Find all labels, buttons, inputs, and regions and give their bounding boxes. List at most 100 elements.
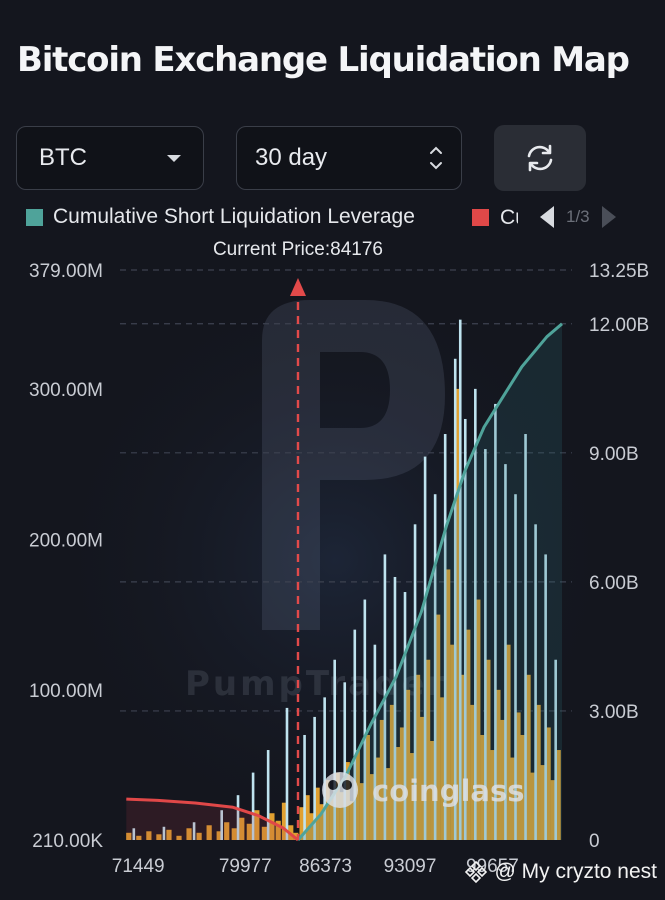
bar-orange [281, 802, 288, 840]
bar-orange [419, 716, 426, 840]
triangle-right-icon[interactable] [600, 204, 618, 230]
x-axis-tick-label: 93097 [384, 856, 437, 877]
coinglass-watermark: coinglass [322, 772, 525, 808]
bar-light-blue [433, 494, 437, 840]
bar-orange [525, 674, 531, 840]
legend-label-long: Cu [500, 206, 518, 229]
asset-select[interactable]: BTC [16, 126, 204, 190]
bar-orange [445, 569, 451, 840]
period-select-value: 30 day [255, 144, 328, 171]
bar-light-blue [333, 659, 336, 840]
right-axis-tick-label: 9.00B [589, 444, 639, 465]
footer-watermark: @ My cryzto nest [464, 860, 657, 884]
bar-orange [304, 795, 310, 840]
bar-orange [156, 834, 162, 840]
legend-swatch-long [472, 209, 489, 226]
bar-light-blue [313, 716, 316, 840]
bar-light-blue [484, 449, 487, 840]
right-axis-tick-label: 13.25B [589, 261, 649, 282]
bar-orange [455, 388, 461, 840]
bar-orange [254, 810, 260, 840]
bar-light-blue [494, 403, 497, 840]
legend-item-long[interactable]: Cu [500, 206, 518, 230]
bar-orange [329, 798, 335, 840]
up-down-stepper-icon[interactable] [429, 146, 443, 170]
bar-light-blue [220, 810, 223, 840]
coinglass-watermark-text: coinglass [372, 774, 525, 808]
x-axis-tick-label: 71449 [112, 856, 165, 877]
bar-light-blue [393, 576, 397, 840]
bar-orange [136, 835, 142, 840]
bar-orange [275, 820, 281, 840]
current-price-label: Current Price:84176 [213, 239, 383, 260]
bar-light-blue [363, 599, 367, 840]
bar-light-blue [236, 795, 240, 840]
bar-orange [349, 801, 355, 840]
bar-orange [379, 719, 386, 840]
bar-orange [359, 783, 365, 840]
legend-pager: 1/3 [538, 203, 618, 231]
bar-light-blue [413, 524, 417, 840]
bar-orange [510, 757, 516, 840]
bar-orange [555, 750, 561, 840]
bar-light-blue [192, 822, 196, 840]
period-select[interactable]: 30 day [236, 126, 462, 190]
left-axis-tick-label: 100.00M [29, 681, 103, 702]
footer-watermark-text: @ My cryzto nest [494, 860, 657, 883]
legend-label-short: Cumulative Short Liquidation Leverage [53, 205, 415, 228]
bar-orange [389, 704, 396, 840]
bar-orange [224, 822, 230, 840]
current-price-marker [289, 278, 306, 840]
bar-orange [374, 757, 380, 840]
chevron-down-icon [167, 154, 181, 162]
bar-orange [460, 674, 466, 840]
bar-light-blue [534, 524, 537, 840]
bar-orange [354, 750, 360, 840]
refresh-button[interactable] [494, 125, 586, 191]
liquidation-chart: PumpTraders Current Price:84176 379.00M3… [29, 239, 649, 877]
left-axis-tick-label: 200.00M [29, 530, 103, 551]
bar-light-blue [343, 682, 347, 840]
bar-orange [440, 697, 446, 840]
bar-orange [299, 807, 305, 840]
bar-orange [515, 712, 521, 840]
bar-orange [535, 704, 541, 840]
bar-light-blue [458, 319, 462, 841]
legend-page-indicator: 1/3 [566, 207, 590, 226]
faint-logo-watermark: PumpTraders [185, 300, 470, 704]
bar-orange [186, 828, 192, 840]
bar-orange [485, 659, 491, 840]
bar-light-blue [132, 828, 136, 840]
bar-light-blue [323, 697, 326, 840]
triangle-left-icon[interactable] [538, 204, 556, 230]
bar-light-blue [474, 388, 477, 840]
current-price-arrow-icon [289, 278, 306, 296]
bar-orange [246, 823, 252, 840]
right-axis-tick-label: 3.00B [589, 702, 639, 723]
bar-orange [414, 674, 421, 840]
bar-orange [261, 826, 267, 840]
bar-orange [409, 753, 416, 840]
bar-orange [369, 774, 375, 840]
bar-light-blue [514, 494, 517, 840]
right-axis-ticks: 13.25B 12.00B 9.00B 6.00B 3.00B 0 [589, 261, 649, 852]
bar-orange [399, 727, 406, 840]
bar-orange [166, 829, 172, 840]
bar-orange [490, 750, 496, 840]
bar-orange [319, 804, 325, 840]
bar-light-blue [544, 554, 547, 840]
binance-square-logo [465, 860, 488, 884]
bar-orange [540, 765, 546, 840]
bar-orange [309, 813, 315, 840]
bar-orange [269, 813, 275, 840]
bar-light-blue [463, 418, 467, 840]
bar-orange [450, 644, 456, 840]
bar-orange [206, 825, 212, 840]
right-axis-tick-label: 6.00B [589, 573, 639, 594]
long-area-fill [126, 799, 298, 840]
bar-light-blue [373, 644, 377, 840]
faint-watermark-text: PumpTraders [185, 664, 470, 704]
bar-orange [530, 772, 536, 840]
legend-item-short[interactable]: Cumulative Short Liquidation Leverage [26, 205, 415, 228]
bar-orange [480, 734, 486, 840]
